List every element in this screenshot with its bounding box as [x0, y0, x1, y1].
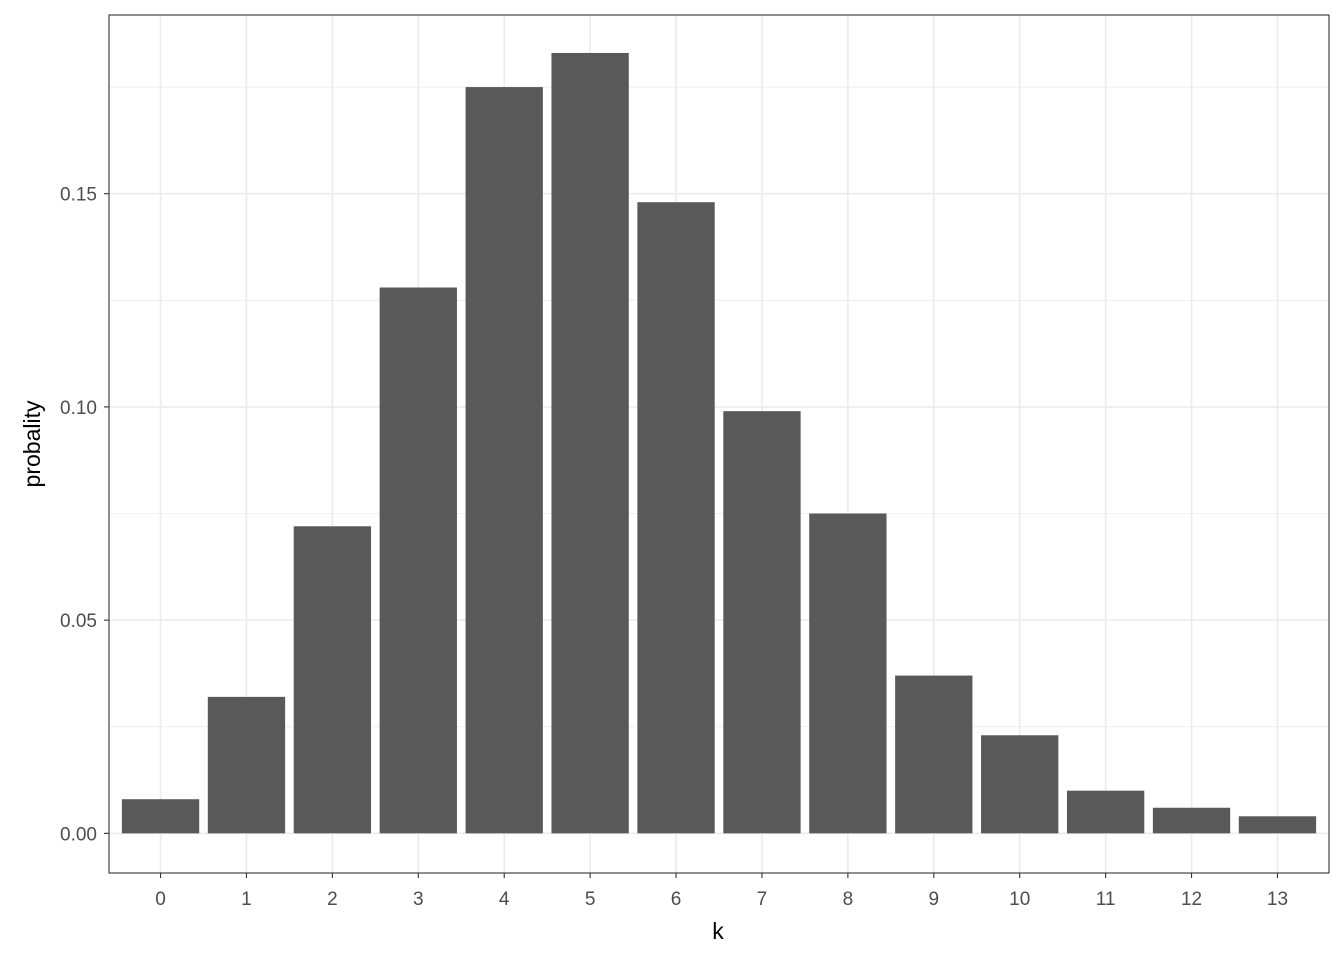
bar-10: [981, 735, 1059, 834]
x-tick-label: 8: [843, 889, 854, 910]
x-tick-label: 11: [1096, 889, 1116, 910]
x-tick-label: 4: [499, 889, 510, 910]
x-tick-label: 2: [327, 889, 338, 910]
bar-4: [465, 87, 543, 834]
x-tick-label: 7: [757, 889, 768, 910]
x-tick-label: 0: [155, 889, 166, 910]
bar-2: [293, 526, 372, 834]
panel-border: [108, 14, 1330, 874]
bar-1: [207, 696, 286, 834]
y-axis-title: probality: [19, 400, 45, 487]
y-tick-label: 0.15: [60, 185, 97, 206]
x-axis-title: k: [712, 918, 724, 944]
x-tick-label: 5: [585, 889, 596, 910]
x-tick-label: 10: [1009, 889, 1030, 910]
x-tick-label: 13: [1267, 889, 1288, 910]
panel-background: [109, 15, 1329, 873]
y-axis: 0.00 0.05 0.10 0.15: [60, 185, 109, 845]
bar-6: [637, 202, 715, 834]
x-tick-label: 9: [928, 889, 939, 910]
bar-7: [723, 411, 801, 834]
y-tick-label: 0.05: [60, 611, 97, 632]
bar-0: [121, 799, 200, 834]
x-tick-label: 1: [241, 889, 252, 910]
bar-9: [895, 675, 973, 834]
x-tick-label: 3: [413, 889, 424, 910]
x-tick-label: 6: [671, 889, 682, 910]
bar-3: [379, 287, 457, 834]
x-tick-label: 12: [1181, 889, 1202, 910]
bar-5: [551, 52, 629, 834]
x-axis: 0 1 2 3 4 5 6 7 8 9 10 11 12 13: [155, 873, 1288, 910]
y-tick-label: 0.00: [60, 824, 97, 845]
bar-8: [809, 513, 887, 834]
y-tick-label: 0.10: [60, 398, 97, 419]
bar-13: [1238, 816, 1317, 834]
bars: [121, 52, 1317, 834]
bar-11: [1066, 790, 1145, 834]
bar-12: [1152, 807, 1231, 834]
